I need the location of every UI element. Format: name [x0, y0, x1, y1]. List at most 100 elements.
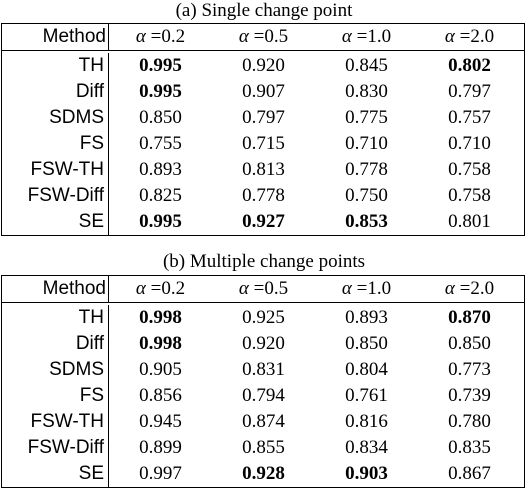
score-cell: 0.758 [448, 185, 491, 206]
method-name: Diff [2, 79, 109, 105]
column-header-alpha: α =1.0 [315, 26, 418, 48]
method-name: FSW-Diff [2, 435, 109, 461]
results-table: Method α =0.2 α =0.5 α =1.0 α =2.0 TH 0.998 0.9… [1, 275, 525, 488]
method-name: SDMS [2, 105, 109, 131]
score-cell: 0.794 [242, 385, 285, 406]
alpha-value: =0.2 [150, 278, 186, 299]
method-name: FS [2, 383, 109, 409]
method-name: FS [2, 131, 109, 157]
score-cell: 0.778 [345, 159, 388, 180]
table-row: FSW-TH 0.945 0.874 0.816 0.780 [2, 409, 524, 435]
alpha-value: =0.5 [253, 26, 289, 47]
table-caption: (b) Multiple change points [162, 251, 366, 272]
method-name: TH [2, 53, 109, 79]
score-cell: 0.804 [345, 359, 388, 380]
column-header-alpha: α =2.0 [418, 278, 521, 300]
method-name: Diff [2, 331, 109, 357]
alpha-symbol: α [135, 26, 151, 47]
table-row: SDMS 0.850 0.797 0.775 0.757 [2, 105, 524, 131]
table-row: SDMS 0.905 0.831 0.804 0.773 [2, 357, 524, 383]
score-cell: 0.816 [345, 411, 388, 432]
score-cell: 0.773 [448, 359, 491, 380]
score-cell: 0.739 [448, 385, 491, 406]
score-cell: 0.797 [448, 81, 491, 102]
score-cell: 0.755 [139, 133, 182, 154]
score-cell: 0.850 [139, 107, 182, 128]
score-cell: 0.927 [242, 211, 285, 232]
score-cell: 0.925 [242, 307, 285, 328]
score-cell: 0.903 [345, 463, 388, 484]
table-row: TH 0.995 0.920 0.845 0.802 [2, 53, 524, 79]
table-row: FS 0.755 0.715 0.710 0.710 [2, 131, 524, 157]
score-cell: 0.830 [345, 81, 388, 102]
score-cell: 0.856 [139, 385, 182, 406]
score-cell: 0.899 [139, 437, 182, 458]
score-cell: 0.855 [242, 437, 285, 458]
method-name: FSW-TH [2, 409, 109, 435]
table-row: FSW-Diff 0.899 0.855 0.834 0.835 [2, 435, 524, 461]
alpha-symbol: α [238, 278, 254, 299]
column-header-alpha: α =2.0 [418, 26, 521, 48]
score-cell: 0.761 [345, 385, 388, 406]
score-cell: 0.920 [242, 333, 285, 354]
score-cell: 0.775 [345, 107, 388, 128]
score-cell: 0.780 [448, 411, 491, 432]
score-cell: 0.920 [242, 55, 285, 76]
method-name: SDMS [2, 357, 109, 383]
method-name: TH [2, 305, 109, 331]
alpha-symbol: α [444, 26, 460, 47]
alpha-symbol: α [341, 26, 357, 47]
table-caption: (a) Single change point [175, 0, 353, 21]
score-cell: 0.874 [242, 411, 285, 432]
table-row: FSW-TH 0.893 0.813 0.778 0.758 [2, 157, 524, 183]
alpha-value: =2.0 [459, 278, 495, 299]
table-row: FSW-Diff 0.825 0.778 0.750 0.758 [2, 183, 524, 209]
score-cell: 0.995 [139, 211, 182, 232]
score-cell: 0.893 [139, 159, 182, 180]
score-cell: 0.870 [448, 307, 491, 328]
score-cell: 0.758 [448, 159, 491, 180]
table-row: Diff 0.998 0.920 0.850 0.850 [2, 331, 524, 357]
score-cell: 0.995 [139, 55, 182, 76]
alpha-symbol: α [135, 278, 151, 299]
alpha-value: =1.0 [356, 26, 392, 47]
score-cell: 0.998 [139, 333, 182, 354]
column-header-alpha: α =1.0 [315, 278, 418, 300]
score-cell: 0.907 [242, 81, 285, 102]
score-cell: 0.905 [139, 359, 182, 380]
score-cell: 0.710 [345, 133, 388, 154]
column-header-alpha: α =0.5 [212, 26, 315, 48]
column-header-alpha: α =0.2 [109, 26, 212, 48]
method-name: SE [2, 209, 109, 235]
table-body: TH 0.998 0.925 0.893 0.870 Diff 0.998 0.920 0.85… [2, 303, 524, 487]
score-cell: 0.850 [345, 333, 388, 354]
score-cell: 0.845 [345, 55, 388, 76]
score-cell: 0.778 [242, 185, 285, 206]
column-header-alpha: α =0.5 [212, 278, 315, 300]
method-name: SE [2, 461, 109, 487]
score-cell: 0.757 [448, 107, 491, 128]
score-cell: 0.797 [242, 107, 285, 128]
column-header-method: Method [2, 24, 109, 50]
alpha-value: =0.5 [253, 278, 289, 299]
score-cell: 0.853 [345, 211, 388, 232]
score-cell: 0.998 [139, 307, 182, 328]
score-cell: 0.997 [139, 463, 182, 484]
score-cell: 0.750 [345, 185, 388, 206]
column-header-method: Method [2, 276, 109, 302]
table-row: TH 0.998 0.925 0.893 0.870 [2, 305, 524, 331]
column-header-alpha: α =0.2 [109, 278, 212, 300]
alpha-value: =1.0 [356, 278, 392, 299]
alpha-value: =2.0 [459, 26, 495, 47]
alpha-symbol: α [444, 278, 460, 299]
method-name: FSW-TH [2, 157, 109, 183]
table-row: FS 0.856 0.794 0.761 0.739 [2, 383, 524, 409]
score-cell: 0.928 [242, 463, 285, 484]
alpha-symbol: α [341, 278, 357, 299]
score-cell: 0.867 [448, 463, 491, 484]
table-header-row: Method α =0.2 α =0.5 α =1.0 α =2.0 [2, 276, 524, 303]
method-name: FSW-Diff [2, 183, 109, 209]
score-cell: 0.850 [448, 333, 491, 354]
score-cell: 0.710 [448, 133, 491, 154]
table-header-row: Method α =0.2 α =0.5 α =1.0 α =2.0 [2, 24, 524, 51]
